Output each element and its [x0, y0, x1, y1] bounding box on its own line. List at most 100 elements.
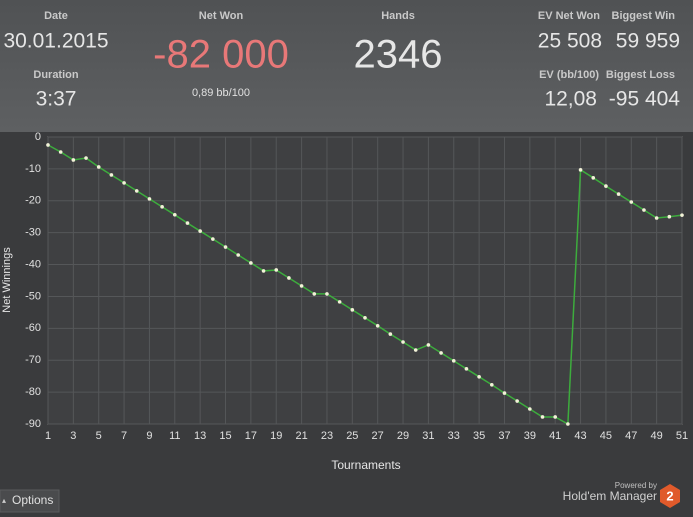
y-tick-label: -20: [25, 195, 41, 207]
x-tick-label: 25: [346, 430, 358, 442]
x-axis-title: Tournaments: [331, 458, 400, 472]
y-tick-label: -30: [25, 227, 41, 239]
x-tick-label: 37: [498, 430, 510, 442]
label: EV (bb/100): [539, 69, 599, 81]
point: [198, 229, 202, 233]
point: [325, 292, 329, 296]
point: [464, 367, 469, 371]
point: [528, 407, 532, 411]
x-tick-label: 1: [45, 430, 51, 442]
point: [58, 150, 63, 154]
point: [578, 168, 583, 172]
x-tick-label: 51: [676, 430, 688, 442]
point: [147, 197, 152, 201]
point: [109, 173, 114, 177]
x-tick-label: 33: [448, 430, 460, 442]
x-tick-label: 45: [600, 430, 612, 442]
label: Date: [44, 10, 68, 22]
value: 0,89 bb/100: [192, 87, 250, 99]
x-tick-label: 5: [96, 430, 102, 442]
value: -82 000: [153, 33, 289, 77]
point: [477, 375, 481, 379]
point: [223, 245, 228, 249]
y-tick-label: -70: [25, 354, 41, 366]
y-tick-label: -10: [25, 163, 41, 175]
label: Hands: [381, 10, 415, 22]
point: [287, 276, 291, 280]
options-text[interactable]: Options: [12, 493, 53, 507]
y-tick-label: -80: [25, 386, 41, 398]
header-panel: [0, 0, 693, 132]
point: [261, 269, 266, 273]
y-tick-label: 0: [35, 131, 41, 143]
y-tick-label: -50: [25, 290, 41, 302]
point: [236, 253, 240, 257]
x-tick-label: 3: [70, 430, 76, 442]
point: [490, 382, 494, 387]
point: [604, 184, 608, 188]
value: 12,08: [544, 88, 597, 111]
point: [363, 316, 367, 320]
label: Duration: [33, 69, 79, 81]
x-tick-label: 17: [245, 430, 257, 442]
x-tick-label: 29: [397, 430, 409, 442]
point: [274, 268, 279, 272]
point: [185, 221, 190, 225]
x-tick-label: 21: [295, 430, 307, 442]
options-arrow: ▴: [2, 496, 6, 505]
x-tick-label: 31: [422, 430, 434, 442]
options-button[interactable]: [0, 489, 60, 513]
value: -95 404: [609, 88, 681, 111]
plot-area: [47, 136, 683, 425]
powered-by: Powered by: [615, 481, 657, 490]
value: 59 959: [616, 30, 680, 53]
label: EV Net Won: [538, 10, 600, 22]
point: [451, 359, 456, 363]
x-tick-label: 23: [321, 430, 333, 442]
point: [654, 216, 659, 220]
point: [667, 214, 672, 219]
point: [173, 213, 177, 217]
point: [122, 181, 126, 185]
x-tick-label: 9: [146, 430, 152, 442]
point: [629, 200, 634, 204]
point: [413, 348, 418, 352]
x-tick-label: 41: [549, 430, 561, 442]
point: [680, 213, 684, 217]
value: 2346: [354, 33, 443, 77]
point: [642, 208, 646, 212]
point: [502, 391, 507, 395]
point: [249, 261, 253, 265]
point: [84, 156, 88, 160]
point: [299, 284, 304, 288]
value: 30.01.2015: [3, 30, 108, 53]
point: [350, 308, 355, 312]
product-name: Hold'em Manager: [563, 489, 657, 503]
y-tick-label: -90: [25, 418, 41, 430]
x-tick-label: 39: [524, 430, 536, 442]
x-tick-label: 47: [625, 430, 637, 442]
point: [591, 176, 596, 180]
logo-version: 2: [666, 488, 673, 503]
x-tick-label: 11: [169, 430, 180, 442]
point: [553, 415, 557, 419]
chart: 0-10-20-30-40-50-60-70-80-901 3 5 7 9 11 13 15 1…: [25, 131, 688, 442]
point: [46, 143, 50, 147]
y-axis-title: Net Winnings: [1, 247, 13, 313]
label: Net Won: [199, 10, 244, 22]
x-tick-label: 27: [372, 430, 384, 442]
x-tick-label: 35: [473, 430, 485, 442]
point: [566, 422, 570, 426]
x-tick-label: 15: [219, 430, 231, 442]
point: [515, 399, 519, 403]
x-tick-label: 7: [121, 430, 127, 442]
x-tick-label: 43: [574, 430, 586, 442]
logo: [660, 484, 680, 508]
value: 3:37: [36, 88, 77, 111]
x-tick-label: 49: [651, 430, 663, 442]
label: Biggest Loss: [606, 69, 675, 81]
value: 25 508: [538, 30, 602, 53]
point: [426, 343, 431, 347]
x-tick-label: 13: [194, 430, 206, 442]
